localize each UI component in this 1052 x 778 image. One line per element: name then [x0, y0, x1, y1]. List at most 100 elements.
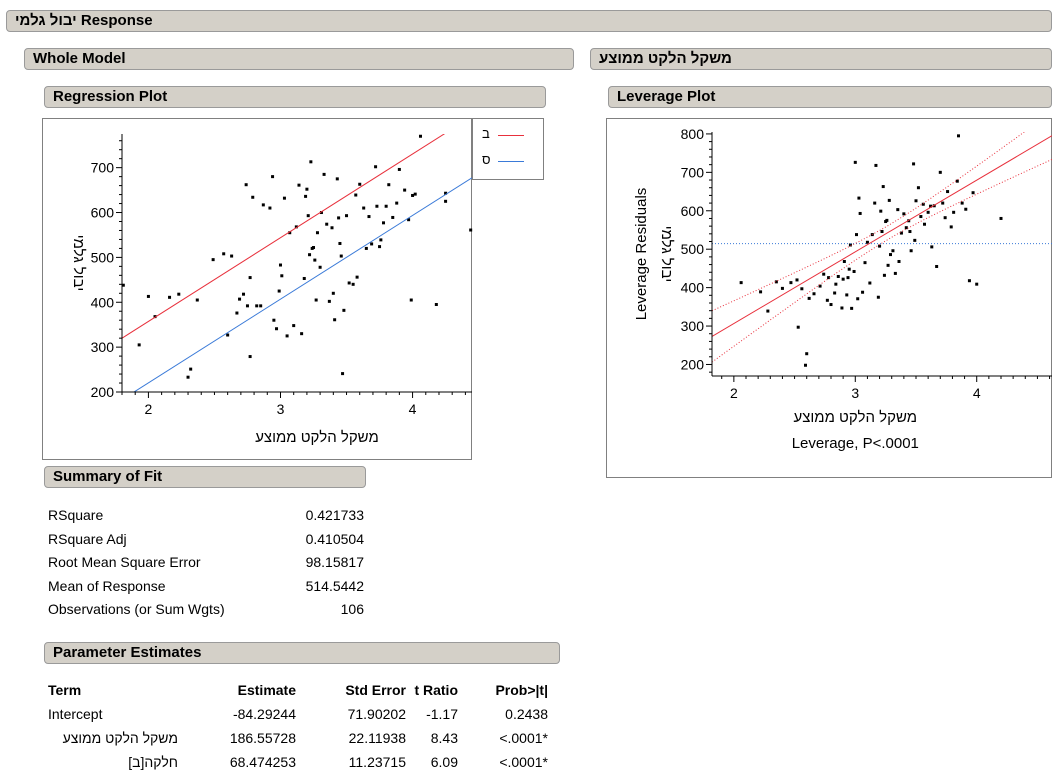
data-point[interactable]: [833, 291, 837, 295]
data-point[interactable]: [960, 201, 964, 205]
data-point[interactable]: [739, 281, 743, 285]
data-point[interactable]: [897, 259, 901, 263]
data-point[interactable]: [146, 294, 150, 298]
data-point[interactable]: [362, 206, 366, 210]
data-point[interactable]: [896, 208, 900, 212]
data-point[interactable]: [848, 243, 852, 247]
data-point[interactable]: [902, 212, 906, 216]
data-point[interactable]: [818, 284, 822, 288]
data-point[interactable]: [825, 298, 829, 302]
data-point[interactable]: [886, 263, 890, 267]
data-point[interactable]: [397, 167, 401, 171]
data-point[interactable]: [774, 280, 778, 284]
data-point[interactable]: [807, 296, 811, 300]
data-point[interactable]: [272, 318, 276, 322]
data-point[interactable]: [999, 216, 1003, 220]
data-point[interactable]: [861, 290, 865, 294]
data-point[interactable]: [852, 269, 856, 273]
data-point[interactable]: [242, 292, 246, 296]
data-point[interactable]: [261, 203, 265, 207]
data-point[interactable]: [379, 238, 383, 242]
data-point[interactable]: [341, 372, 345, 376]
data-point[interactable]: [885, 218, 889, 222]
data-point[interactable]: [315, 231, 319, 235]
data-point[interactable]: [235, 311, 239, 315]
data-point[interactable]: [384, 204, 388, 208]
data-point[interactable]: [153, 315, 157, 319]
data-point[interactable]: [912, 162, 916, 166]
data-point[interactable]: [842, 259, 846, 263]
data-point[interactable]: [805, 352, 809, 356]
data-point[interactable]: [314, 298, 318, 302]
data-point[interactable]: [434, 303, 438, 307]
data-point[interactable]: [863, 261, 867, 265]
data-point[interactable]: [881, 185, 885, 189]
data-point[interactable]: [403, 188, 407, 192]
data-point[interactable]: [780, 286, 784, 290]
data-point[interactable]: [294, 225, 298, 229]
data-point[interactable]: [955, 179, 959, 183]
data-point[interactable]: [904, 226, 908, 230]
data-point[interactable]: [841, 277, 845, 281]
data-point[interactable]: [278, 263, 282, 267]
data-point[interactable]: [230, 254, 234, 258]
data-point[interactable]: [926, 210, 930, 214]
confidence-curve-upper[interactable]: [712, 118, 1052, 312]
data-point[interactable]: [395, 201, 399, 205]
data-point[interactable]: [943, 216, 947, 220]
data-point[interactable]: [322, 172, 326, 176]
data-point[interactable]: [355, 275, 359, 279]
response-header[interactable]: יבול גלמי Response: [6, 10, 1052, 32]
data-point[interactable]: [795, 278, 799, 282]
data-point[interactable]: [975, 282, 979, 286]
data-point[interactable]: [387, 183, 391, 187]
data-point[interactable]: [285, 334, 289, 338]
data-point[interactable]: [941, 201, 945, 205]
data-point[interactable]: [345, 214, 349, 218]
data-point[interactable]: [891, 249, 895, 253]
data-point[interactable]: [300, 332, 304, 336]
data-point[interactable]: [856, 297, 860, 301]
data-point[interactable]: [255, 304, 259, 308]
data-point[interactable]: [796, 325, 800, 329]
regression-plot[interactable]: 200 300 400 500 600 700 2 3 4 משקל הלקט ממוצע יבול…: [42, 118, 522, 468]
parameter-estimates-header[interactable]: Parameter Estimates: [44, 642, 560, 664]
data-point[interactable]: [836, 274, 840, 278]
data-point[interactable]: [868, 281, 872, 285]
data-point[interactable]: [853, 160, 857, 164]
data-point[interactable]: [280, 274, 284, 278]
data-point[interactable]: [967, 279, 971, 283]
data-point[interactable]: [259, 304, 263, 308]
data-point[interactable]: [850, 306, 854, 310]
data-point[interactable]: [827, 276, 831, 280]
data-point[interactable]: [358, 182, 362, 186]
data-point[interactable]: [857, 196, 861, 200]
data-point[interactable]: [309, 160, 313, 164]
regression-plot-header[interactable]: Regression Plot: [44, 86, 546, 108]
data-point[interactable]: [882, 273, 886, 277]
data-point[interactable]: [370, 242, 374, 246]
data-point[interactable]: [935, 264, 939, 268]
data-point[interactable]: [789, 281, 793, 285]
data-point[interactable]: [226, 333, 230, 337]
data-point[interactable]: [121, 283, 125, 287]
data-point[interactable]: [766, 309, 770, 313]
data-point[interactable]: [949, 225, 953, 229]
data-point[interactable]: [909, 249, 913, 253]
data-point[interactable]: [222, 252, 226, 256]
leverage-plot-header[interactable]: Leverage Plot: [608, 86, 1052, 108]
data-point[interactable]: [382, 221, 386, 225]
data-point[interactable]: [304, 194, 308, 198]
data-point[interactable]: [899, 231, 903, 235]
data-point[interactable]: [411, 193, 415, 197]
data-point[interactable]: [879, 209, 883, 213]
data-point[interactable]: [335, 177, 339, 181]
data-point[interactable]: [364, 246, 368, 250]
data-point[interactable]: [271, 175, 275, 179]
data-point[interactable]: [889, 253, 892, 257]
data-point[interactable]: [177, 292, 181, 296]
data-point[interactable]: [469, 228, 473, 232]
data-point[interactable]: [964, 207, 968, 211]
data-point[interactable]: [248, 355, 252, 359]
data-point[interactable]: [268, 206, 272, 210]
